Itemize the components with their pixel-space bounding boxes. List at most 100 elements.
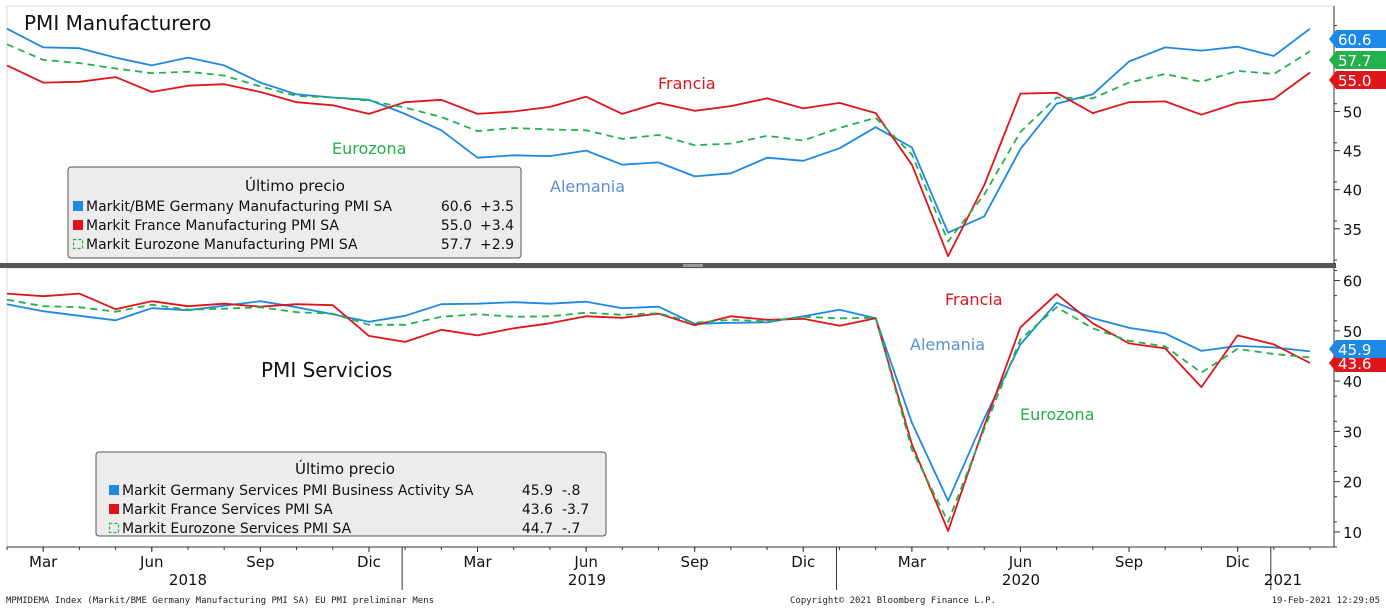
value-tag-text: 57.7 [1338, 52, 1371, 70]
y-tick-label: 60 [1343, 273, 1362, 291]
x-tick-label: Sep [246, 553, 274, 571]
legend-swatch [108, 522, 120, 534]
bottom-legend: Último precio Markit Germany Services PM… [95, 451, 607, 537]
value-tag-shape [1329, 340, 1386, 358]
top-panel-title: PMI Manufacturero [24, 11, 211, 35]
value-tag-text: 55.0 [1338, 72, 1371, 90]
value-tag: 55.0 [1329, 71, 1386, 90]
legend-row: Markit/BME Germany Manufacturing PMI SA 6… [73, 199, 514, 215]
x-tick-label: Mar [463, 553, 492, 571]
y-tick-label: 35 [1343, 221, 1362, 239]
value-tag-shape [1329, 354, 1386, 372]
bottom-value-tags: 43.645.9 [1329, 340, 1386, 373]
legend-row: Markit France Manufacturing PMI SA 55.0 +3… [73, 218, 514, 234]
legend-swatch [109, 485, 119, 495]
value-tag-text: 43.6 [1338, 355, 1371, 373]
legend-name: Markit France Manufacturing PMI SA [86, 218, 339, 234]
series-line-0 [6, 300, 1311, 502]
x-tick-label: Sep [681, 553, 709, 571]
top-value-tags: 60.6 57.7 55.0 [1329, 30, 1386, 90]
value-tag-shape [1329, 71, 1386, 89]
legend-value: 55.0 [441, 218, 472, 234]
footer-source: MPMIDEMA Index (Markit/BME Germany Manuf… [6, 596, 434, 606]
legend-change: -.7 [562, 521, 580, 537]
legend-name: Markit Eurozone Manufacturing PMI SA [86, 237, 358, 253]
legend-name: Markit/BME Germany Manufacturing PMI SA [86, 199, 392, 215]
series-line-2 [6, 298, 1311, 523]
legend-name: Markit Germany Services PMI Business Act… [122, 483, 474, 499]
x-year-label: 2021 [1264, 571, 1302, 589]
y-tick-label: 40 [1343, 373, 1362, 391]
legend-value: 43.6 [522, 502, 553, 518]
x-tick-label: Dic [1226, 553, 1250, 571]
legend-name: Markit Eurozone Services PMI SA [122, 521, 352, 537]
value-tag-shape [1329, 30, 1386, 48]
legend-row: Markit Germany Services PMI Business Act… [109, 483, 580, 499]
bottom-panel-title: PMI Servicios [261, 358, 392, 382]
series-line-0 [6, 27, 1311, 234]
top-series-group [6, 27, 1311, 258]
x-tick-label: Jun [139, 553, 163, 571]
bottom-series-group [6, 292, 1311, 532]
legend-swatch [72, 238, 84, 250]
top-label-eurozona: Eurozona [332, 139, 406, 158]
x-year-label: 2020 [1002, 571, 1040, 589]
legend-change: -.8 [562, 483, 580, 499]
value-tag: 43.6 [1329, 354, 1386, 373]
series-line-1 [6, 64, 1311, 258]
x-tick-label: Dic [791, 553, 815, 571]
footer-timestamp: 19-Feb-2021 12:29:05 [1272, 596, 1380, 606]
legend-swatch [73, 220, 83, 230]
top-label-alemania: Alemania [550, 177, 625, 196]
value-tag: 60.6 [1329, 30, 1386, 49]
x-axis-ticks: Mar Jun Sep Dic Mar Jun Sep Dic Mar Jun Sep Dic 2018… [6, 547, 1311, 590]
legend-swatch [109, 504, 119, 514]
bottom-label-alemania: Alemania [910, 335, 985, 354]
legend-name: Markit France Services PMI SA [122, 502, 333, 518]
legend-row: Markit Eurozone Manufacturing PMI SA 57.7… [72, 237, 514, 253]
bottom-y-ticks: 10 20 30 40 50 60 [1334, 270, 1362, 548]
x-tick-label: Dic [357, 553, 381, 571]
x-tick-label: Jun [573, 553, 597, 571]
top-label-francia: Francia [658, 74, 716, 93]
value-tag-text: 60.6 [1338, 31, 1371, 49]
legend-row: Markit Eurozone Services PMI SA 44.7 -.7 [108, 521, 580, 537]
x-tick-label: Mar [29, 553, 58, 571]
footer-copyright: Copyright© 2021 Bloomberg Finance L.P. [790, 596, 996, 606]
legend-change: -3.7 [562, 502, 589, 518]
value-tag: 45.9 [1329, 340, 1386, 359]
y-tick-label: 50 [1343, 104, 1362, 122]
legend-value: 57.7 [441, 237, 472, 253]
top-legend-header: Último precio [245, 176, 345, 195]
panel-divider-grip [683, 264, 703, 267]
y-tick-label: 30 [1343, 423, 1362, 441]
legend-change: +2.9 [480, 237, 514, 253]
value-tag-shape [1329, 51, 1386, 69]
legend-row: Markit France Services PMI SA 43.6 -3.7 [109, 502, 589, 518]
x-year-label: 2018 [169, 571, 207, 589]
y-tick-label: 10 [1343, 524, 1362, 542]
x-year-label: 2019 [568, 571, 606, 589]
bottom-label-eurozona: Eurozona [1020, 405, 1094, 424]
value-tag-text: 45.9 [1338, 341, 1371, 359]
x-tick-label: Mar [898, 553, 927, 571]
x-tick-label: Jun [1008, 553, 1032, 571]
legend-value: 60.6 [441, 199, 472, 215]
bottom-legend-header: Último precio [295, 459, 395, 478]
value-tag: 57.7 [1329, 51, 1386, 70]
series-line-2 [6, 43, 1311, 243]
x-tick-label: Sep [1115, 553, 1143, 571]
legend-value: 45.9 [522, 483, 553, 499]
legend-change: +3.4 [480, 218, 514, 234]
legend-value: 44.7 [522, 521, 553, 537]
y-tick-label: 40 [1343, 182, 1362, 200]
y-tick-label: 50 [1343, 323, 1362, 341]
y-tick-label: 45 [1343, 143, 1362, 161]
legend-change: +3.5 [480, 199, 514, 215]
top-legend: Último precio Markit/BME Germany Manufac… [67, 166, 522, 259]
top-y-ticks: 35 40 45 50 [1334, 25, 1362, 261]
series-line-1 [6, 292, 1311, 532]
panel-divider[interactable] [0, 263, 1336, 268]
y-tick-label: 20 [1343, 474, 1362, 492]
